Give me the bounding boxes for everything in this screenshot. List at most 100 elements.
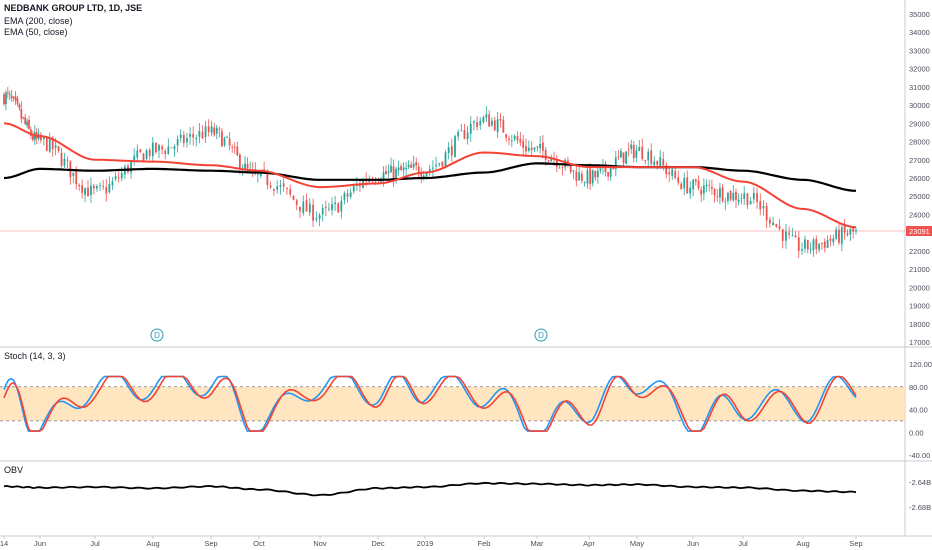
candle-body — [680, 183, 683, 190]
candle-body — [395, 168, 397, 180]
time-axis[interactable]: 14 Jun Jul Aug Sep Oct Nov Dec 2019 Feb Mar Apr May J… — [0, 536, 863, 548]
candle-body — [108, 183, 111, 193]
candle-body — [835, 229, 838, 239]
obv-pane-label[interactable]: OBV — [4, 465, 24, 475]
candle-body — [228, 138, 231, 146]
candle-body — [710, 186, 713, 189]
candle-body — [155, 142, 157, 153]
stoch-tick-label: 120.00 — [909, 360, 932, 369]
candle-body — [756, 192, 758, 202]
time-tick-label: Jun — [34, 539, 46, 548]
candle-body — [650, 150, 653, 165]
price-tick-label: 29000 — [909, 119, 930, 128]
candle-body — [775, 224, 778, 227]
candle-body — [488, 114, 491, 127]
candle-body — [806, 240, 809, 250]
candle-body — [246, 163, 249, 169]
candle-body — [508, 138, 510, 141]
candle-body — [450, 146, 453, 156]
candle-body — [818, 243, 821, 250]
candle-body — [99, 185, 101, 187]
candle-body — [460, 130, 463, 132]
candle-body — [148, 149, 151, 156]
dividend-marker[interactable] — [534, 328, 548, 342]
candle-body — [114, 176, 117, 180]
candle-body — [708, 184, 711, 186]
price-axis[interactable]: 35000 34000 33000 32000 31000 30000 29000 28000… — [909, 10, 930, 347]
candle-body — [482, 117, 485, 123]
candle-body — [407, 164, 410, 168]
candle-body — [638, 147, 641, 152]
candle-body — [759, 201, 762, 210]
candle-body — [533, 147, 536, 150]
candle-body — [527, 147, 530, 151]
candle-body — [569, 166, 572, 173]
candle-body — [740, 198, 743, 200]
stoch-axis[interactable]: 120.00 80.00 40.00 0.00 -40.00 — [909, 360, 932, 460]
candle-body — [420, 173, 423, 177]
candle-body — [575, 171, 578, 181]
candle-body — [578, 172, 580, 181]
time-tick-label: 2019 — [417, 539, 434, 548]
candle-body — [343, 193, 346, 200]
candlestick-series — [3, 86, 857, 259]
candle-body — [12, 96, 15, 98]
candle-body — [105, 187, 108, 194]
candle-body — [716, 196, 719, 197]
stoch-tick-label: 0.00 — [909, 428, 924, 437]
candle-body — [746, 193, 749, 206]
candle-body — [457, 131, 460, 137]
candle-body — [632, 144, 635, 159]
candle-body — [519, 139, 522, 143]
candle-body — [765, 205, 768, 221]
candle-body — [324, 206, 327, 209]
candle-body — [447, 147, 450, 154]
candle-body — [164, 150, 167, 154]
last-price-line: 23091 — [0, 226, 932, 237]
candle-body — [721, 187, 724, 202]
candle-body — [215, 127, 218, 134]
legend-ema50[interactable]: EMA (50, close) — [4, 27, 68, 37]
candle-body — [686, 177, 689, 194]
time-tick-label: Jul — [738, 539, 748, 548]
candle-body — [589, 168, 592, 185]
candle-body — [346, 193, 349, 197]
candle-body — [797, 237, 800, 251]
candle-body — [662, 158, 665, 166]
candle-body — [705, 184, 708, 187]
candle-body — [308, 203, 311, 213]
candle-body — [505, 134, 508, 138]
price-tick-label: 35000 — [909, 10, 930, 19]
obv-axis[interactable]: -2.64B -2.68B — [909, 478, 931, 512]
candle-body — [192, 134, 195, 138]
price-tick-label: 32000 — [909, 65, 930, 74]
candle-body — [791, 234, 794, 236]
price-tick-label: 28000 — [909, 138, 930, 147]
candle-body — [328, 208, 330, 210]
candle-body — [794, 235, 797, 238]
candle-body — [236, 146, 239, 156]
candle-body — [176, 139, 179, 146]
legend-ema200[interactable]: EMA (200, close) — [4, 16, 73, 26]
candle-body — [133, 155, 136, 160]
price-tick-label: 22000 — [909, 247, 930, 256]
stoch-pane-label[interactable]: Stoch (14, 3, 3) — [4, 351, 66, 361]
candle-body — [849, 229, 852, 235]
candle-body — [732, 192, 735, 201]
candle-body — [387, 171, 390, 174]
candle-body — [812, 239, 815, 251]
chart-frame — [0, 0, 932, 537]
candle-body — [145, 150, 148, 159]
symbol-title[interactable]: NEDBANK GROUP LTD, 1D, JSE — [4, 3, 143, 13]
candle-body — [289, 189, 292, 195]
dividend-marker-label: D — [538, 331, 544, 340]
candle-body — [136, 150, 139, 158]
dividend-marker[interactable] — [150, 328, 164, 342]
time-tick-label: May — [630, 539, 644, 548]
candle-body — [24, 117, 27, 124]
candle-body — [30, 129, 32, 136]
candle-body — [48, 137, 51, 152]
